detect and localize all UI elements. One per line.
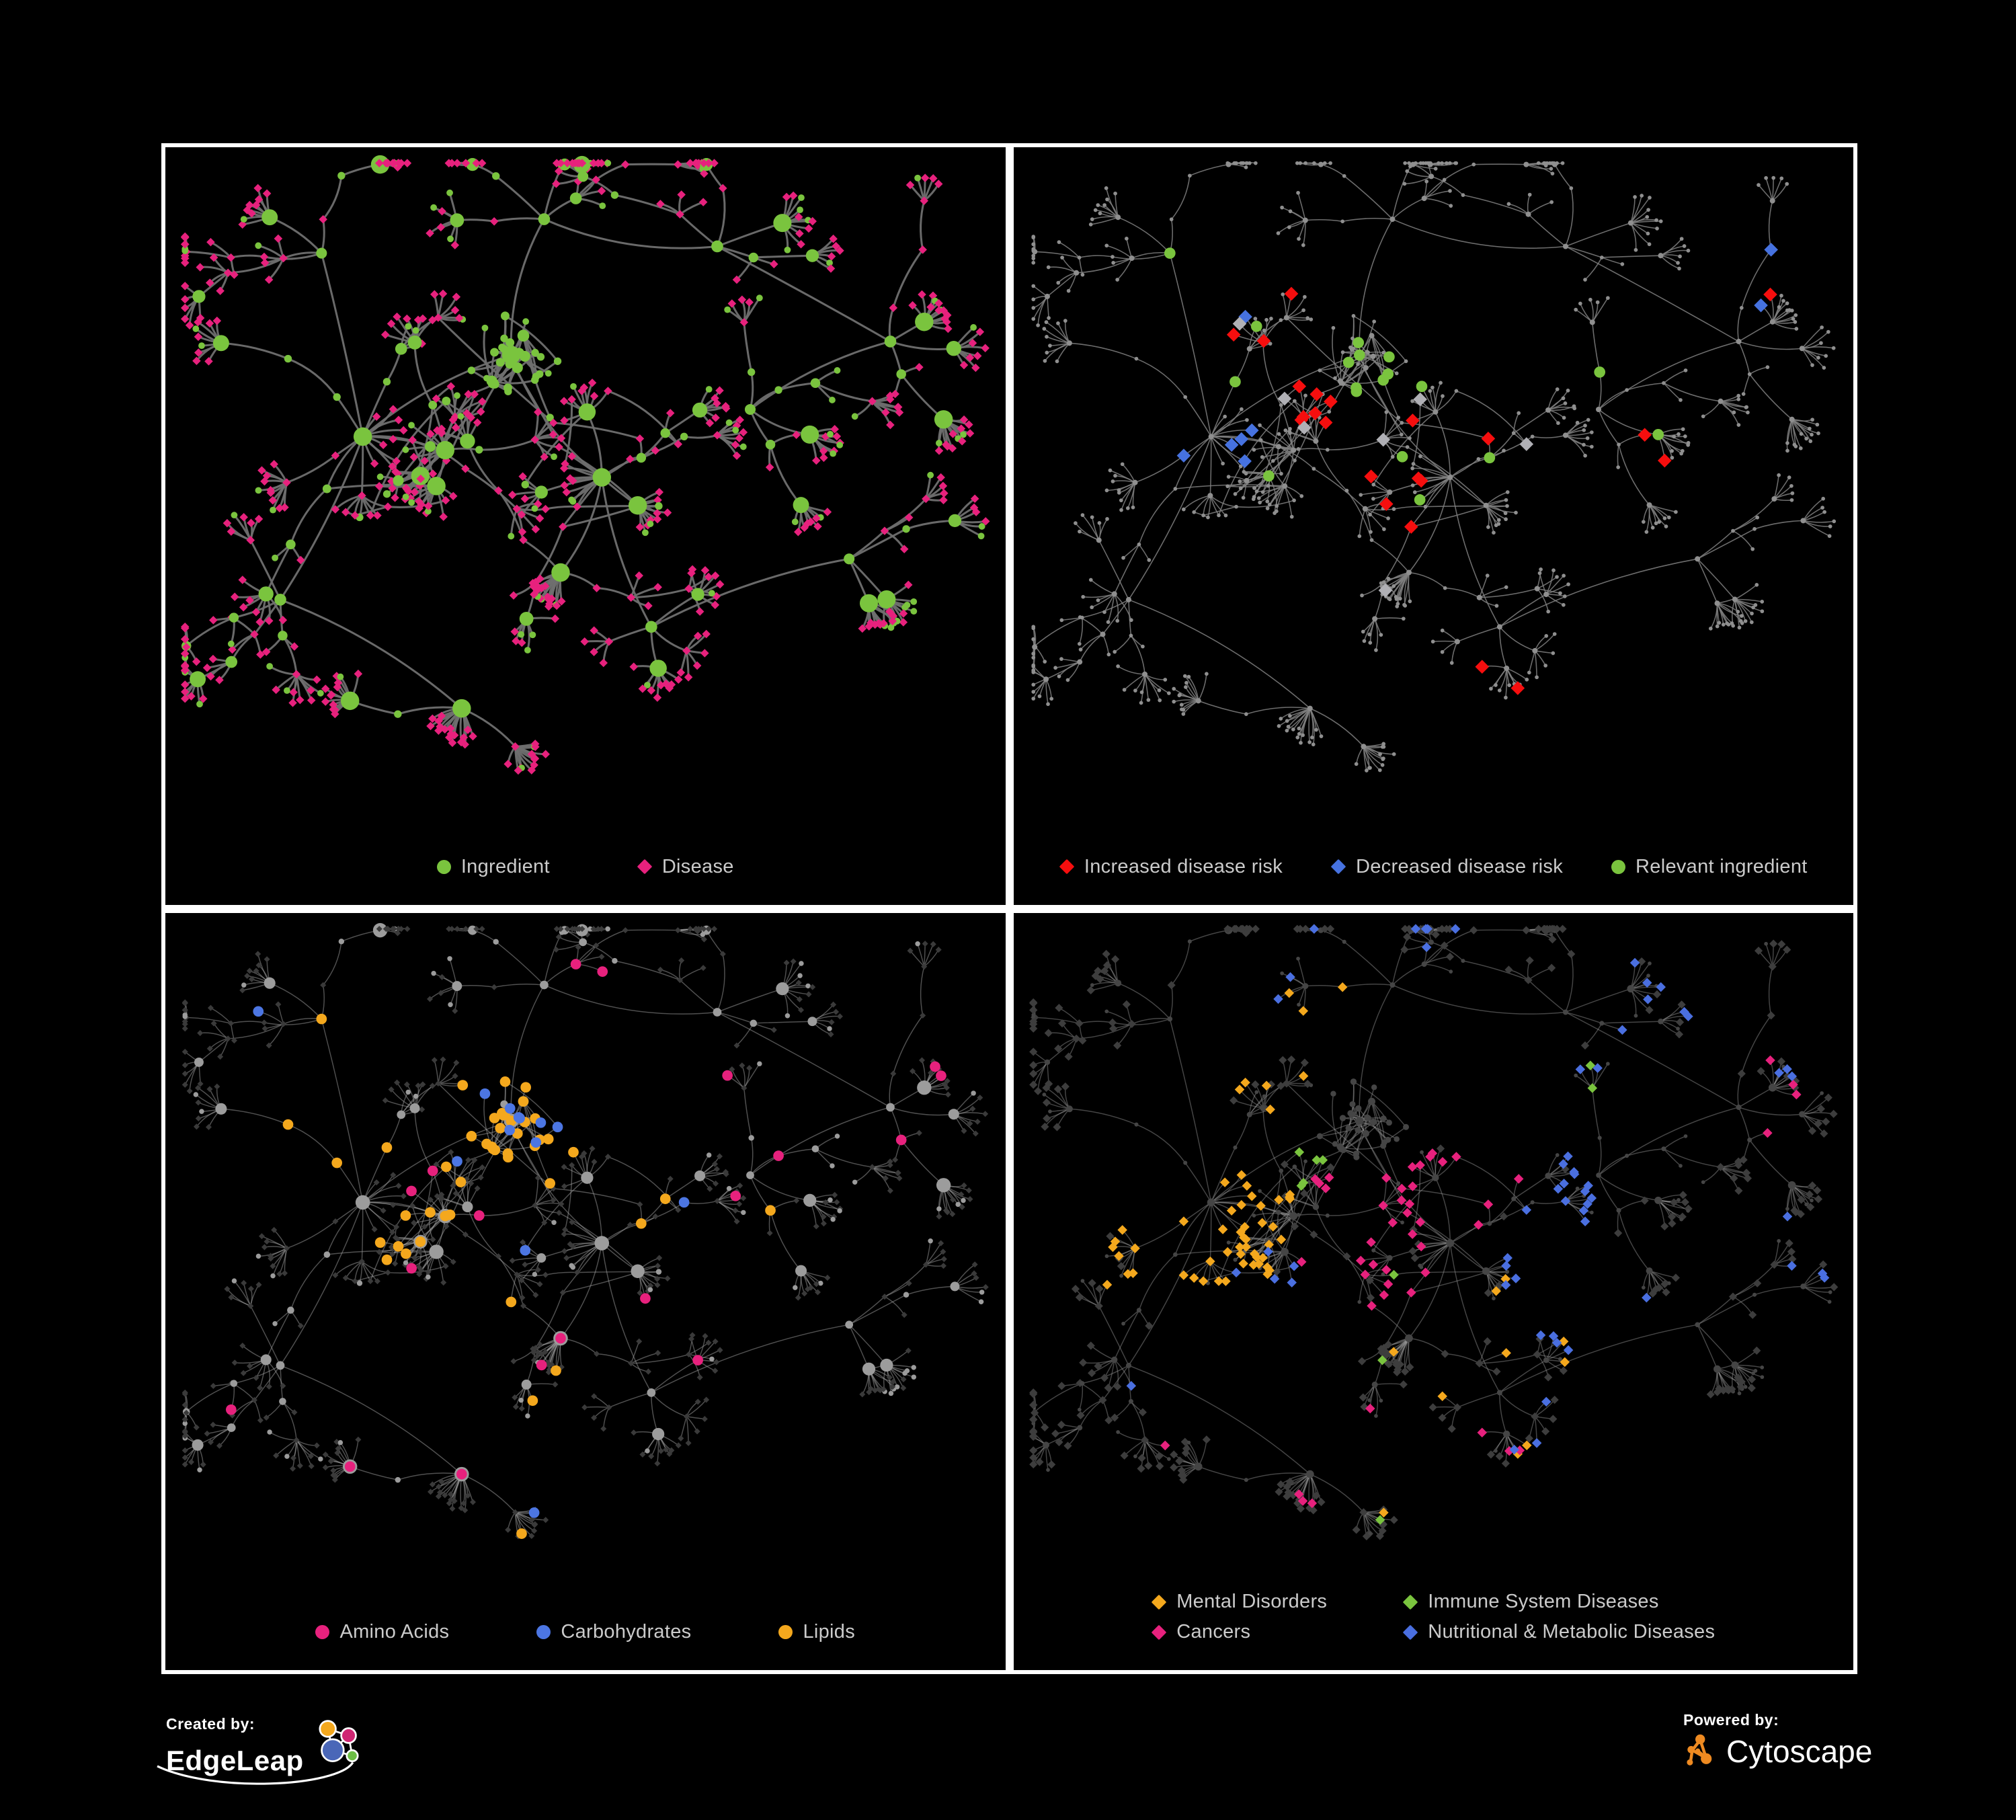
figure-board: Ingredient Disease Increased disease risk… bbox=[161, 143, 1857, 1674]
panel-ingredient-disease-network: Ingredient Disease bbox=[161, 143, 1010, 909]
disease-class-network-canvas bbox=[1029, 923, 1838, 1540]
edgeleap-credit: Created by: EdgeLeap bbox=[157, 1715, 372, 1786]
legend-item-lipids: Lipids bbox=[778, 1621, 855, 1643]
legend-label: Carbohydrates bbox=[561, 1621, 692, 1643]
legend-item-carbohydrates: Carbohydrates bbox=[536, 1621, 691, 1643]
cytoscape-credit: Powered by: Cytoscape bbox=[1683, 1711, 1872, 1771]
legend-diamond-icon bbox=[1330, 859, 1346, 875]
nutrient-class-legend: Amino Acids Carbohydrates Lipids bbox=[165, 1621, 1006, 1643]
legend-label: Cancers bbox=[1176, 1621, 1251, 1643]
legend-item-nutritional-metabolic-diseases: Nutritional & Metabolic Diseases bbox=[1402, 1621, 1716, 1643]
panel-disease-risk-network: Increased disease risk Decreased disease … bbox=[1009, 143, 1857, 909]
legend-diamond-icon bbox=[1151, 1594, 1167, 1610]
legend-circle-icon bbox=[315, 1625, 330, 1639]
legend-item-increased-disease-risk: Increased disease risk bbox=[1059, 856, 1283, 878]
legend-diamond-icon bbox=[1402, 1594, 1418, 1610]
legend-label: Mental Disorders bbox=[1176, 1591, 1328, 1612]
legend-label: Disease bbox=[661, 855, 734, 877]
cytoscape-logo-text: Cytoscape bbox=[1726, 1734, 1873, 1769]
legend-label: Decreased disease risk bbox=[1356, 855, 1564, 877]
footer: Created by: EdgeLeap Powered by: bbox=[0, 1681, 2016, 1820]
legend-item-mental-disorders: Mental Disorders bbox=[1151, 1591, 1403, 1613]
legend-diamond-icon bbox=[1059, 859, 1075, 875]
legend-circle-icon bbox=[436, 859, 451, 874]
edgeleap-logo-text: EdgeLeap bbox=[166, 1745, 304, 1776]
disease-risk-network-canvas bbox=[1031, 161, 1836, 773]
legend-item-decreased-disease-risk: Decreased disease risk bbox=[1330, 855, 1564, 878]
legend-item-amino-acids: Amino Acids bbox=[315, 1621, 449, 1643]
edgeleap-logo-icon bbox=[157, 1720, 359, 1785]
nutrient-class-network-canvas bbox=[182, 922, 989, 1540]
disease-risk-legend: Increased disease risk Decreased disease … bbox=[1014, 856, 1854, 878]
legend-label: Immune System Diseases bbox=[1428, 1591, 1659, 1612]
legend-item-ingredient: Ingredient bbox=[436, 855, 550, 878]
panel-disease-class-network: Mental Disorders Immune System Diseases Ca… bbox=[1009, 908, 1857, 1674]
legend-label: Amino Acids bbox=[339, 1621, 450, 1643]
legend-diamond-icon bbox=[1402, 1624, 1418, 1640]
legend-item-cancers: Cancers bbox=[1151, 1621, 1403, 1643]
legend-circle-icon bbox=[778, 1625, 793, 1639]
legend-label: Nutritional & Metabolic Diseases bbox=[1428, 1621, 1716, 1643]
disease-class-legend: Mental Disorders Immune System Diseases Ca… bbox=[1151, 1591, 1716, 1643]
legend-item-disease: Disease bbox=[637, 856, 734, 878]
panel-nutrient-class-network: Amino Acids Carbohydrates Lipids bbox=[161, 908, 1010, 1674]
legend-circle-icon bbox=[1611, 859, 1626, 874]
legend-label: Lipids bbox=[803, 1621, 856, 1643]
legend-label: Ingredient bbox=[460, 855, 550, 877]
created-by-label: Created by: bbox=[166, 1715, 255, 1733]
cytoscape-logo-icon bbox=[1687, 1734, 1712, 1766]
legend-label: Relevant ingredient bbox=[1636, 855, 1808, 877]
powered-by-label: Powered by: bbox=[1683, 1711, 1779, 1729]
legend-item-immune-system-diseases: Immune System Diseases bbox=[1402, 1591, 1715, 1613]
legend-diamond-icon bbox=[1151, 1624, 1167, 1640]
ingredient-disease-legend: Ingredient Disease bbox=[165, 856, 1006, 878]
ingredient-disease-network-canvas bbox=[180, 155, 990, 775]
legend-diamond-icon bbox=[637, 859, 653, 875]
legend-label: Increased disease risk bbox=[1084, 855, 1283, 877]
legend-item-relevant-ingredient: Relevant ingredient bbox=[1611, 856, 1808, 878]
legend-circle-icon bbox=[536, 1625, 551, 1639]
